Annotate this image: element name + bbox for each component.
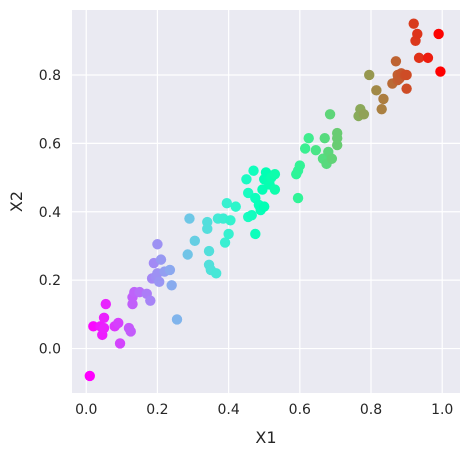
data-point — [294, 160, 306, 171]
data-point — [223, 228, 234, 240]
data-point — [408, 18, 419, 29]
data-point — [401, 83, 412, 94]
data-point — [269, 168, 281, 180]
data-point — [299, 143, 311, 154]
data-point — [310, 145, 322, 156]
data-point — [125, 326, 136, 337]
data-point — [152, 239, 163, 250]
data-point — [203, 245, 215, 257]
y-tick-label: 0.0 — [39, 342, 61, 358]
data-point — [412, 28, 423, 40]
data-point — [154, 276, 165, 288]
x-tick-label: 0.6 — [289, 402, 311, 418]
y-tick-label: 0.8 — [39, 68, 61, 84]
data-point — [114, 338, 126, 349]
data-point — [390, 56, 402, 67]
data-point — [164, 264, 176, 276]
data-point — [259, 201, 270, 212]
data-point — [378, 93, 389, 105]
data-point — [145, 295, 156, 306]
x-tick-label: 0.4 — [217, 402, 239, 418]
data-point — [248, 165, 259, 176]
data-point — [319, 133, 330, 144]
data-point — [326, 153, 338, 164]
data-point — [269, 184, 281, 195]
y-axis-label: X2 — [7, 191, 26, 212]
data-point — [98, 312, 110, 323]
data-point — [210, 268, 222, 279]
data-point — [219, 237, 231, 248]
data-point — [364, 69, 375, 81]
data-point — [433, 28, 444, 40]
x-tick-labels: 0.0 0.2 0.4 0.6 0.8 1.0 — [75, 402, 453, 418]
data-point — [225, 215, 236, 226]
data-point — [84, 370, 95, 382]
data-point — [303, 133, 314, 144]
data-point — [155, 254, 167, 265]
data-point — [358, 109, 370, 120]
data-point — [171, 314, 183, 325]
y-tick-label: 0.4 — [39, 205, 61, 221]
x-axis-label: X1 — [255, 428, 276, 447]
data-point — [230, 201, 241, 212]
data-point — [113, 317, 124, 329]
data-point — [413, 52, 425, 64]
data-point — [371, 85, 382, 96]
x-tick-label: 0.0 — [75, 402, 97, 418]
data-points — [84, 18, 446, 382]
x-tick-label: 1.0 — [431, 402, 453, 418]
x-tick-label: 0.2 — [146, 402, 168, 418]
x-tick-label: 0.8 — [360, 402, 382, 418]
data-point — [422, 52, 434, 64]
data-point — [331, 139, 343, 151]
data-point — [435, 66, 446, 77]
data-point — [184, 213, 195, 224]
y-tick-label: 0.2 — [39, 273, 61, 289]
data-point — [401, 69, 412, 81]
data-point — [88, 321, 99, 332]
data-point — [189, 235, 201, 247]
y-tick-label: 0.6 — [39, 136, 61, 152]
data-point — [166, 280, 177, 291]
y-tick-labels: 0.0 0.2 0.4 0.6 0.8 — [39, 68, 61, 358]
data-point — [98, 322, 110, 334]
data-point — [246, 209, 257, 221]
data-point — [127, 298, 138, 310]
data-point — [202, 223, 213, 235]
data-point — [324, 109, 336, 120]
data-point — [292, 192, 304, 204]
data-point — [100, 298, 112, 310]
data-point — [250, 228, 261, 240]
data-point — [182, 249, 193, 260]
data-point — [241, 174, 252, 185]
data-point — [221, 198, 233, 209]
data-point — [376, 103, 387, 115]
